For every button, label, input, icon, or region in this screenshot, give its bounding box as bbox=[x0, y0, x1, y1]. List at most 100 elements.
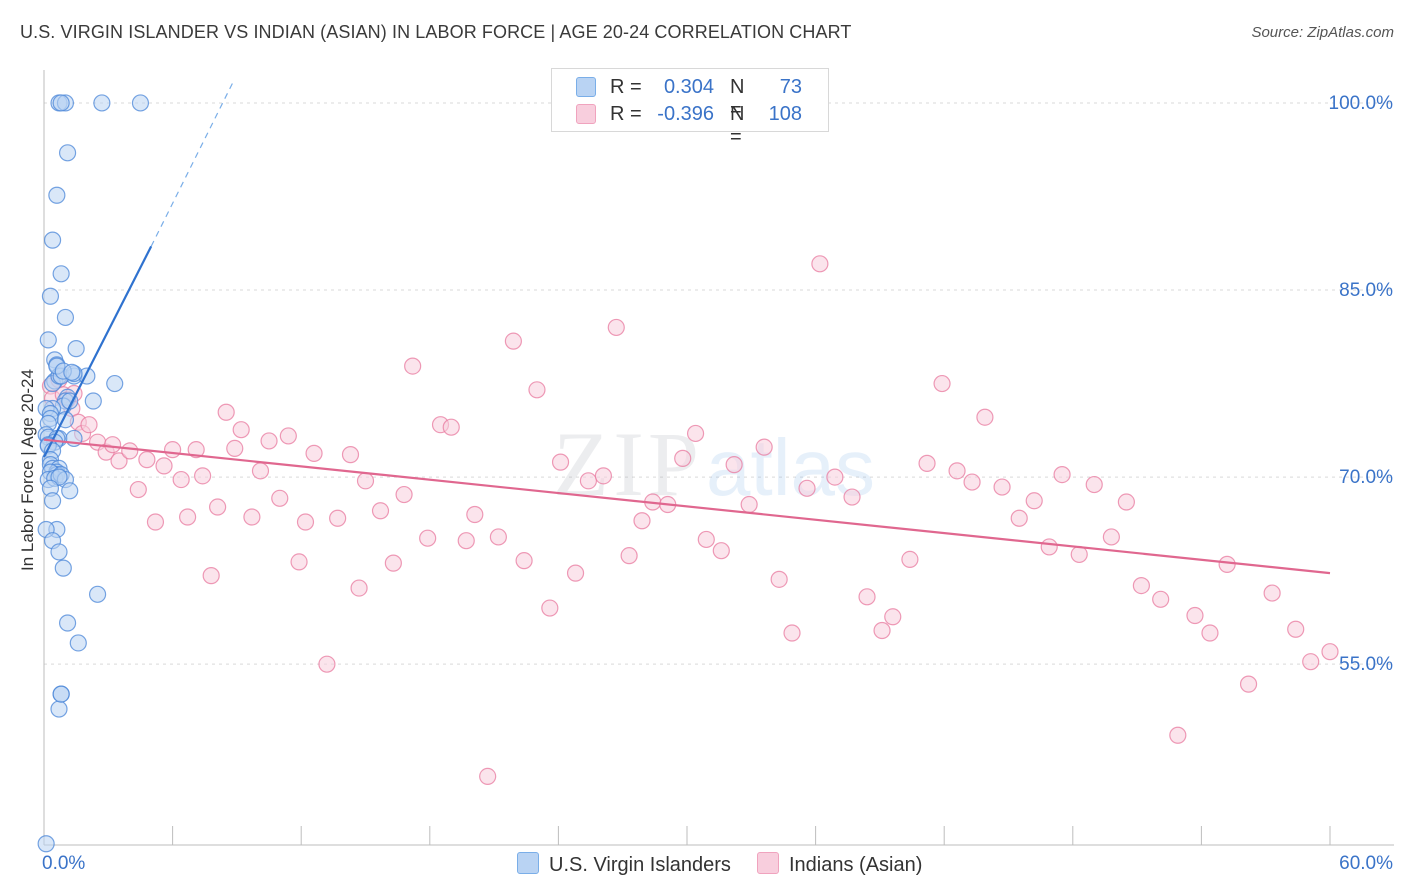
point-indians-asian bbox=[843, 488, 861, 506]
series-indians-asian bbox=[41, 255, 1339, 786]
point-indians-asian bbox=[551, 453, 570, 471]
point-indians-asian bbox=[296, 513, 315, 531]
point-us-virgin-islanders bbox=[50, 700, 68, 718]
point-indians-asian bbox=[976, 408, 994, 426]
point-indians-asian bbox=[442, 418, 460, 436]
point-indians-asian bbox=[172, 470, 190, 489]
point-indians-asian bbox=[798, 479, 816, 497]
correlation-legend: R = 0.304 N = 73 R = -0.396 N = 108 bbox=[551, 68, 829, 148]
point-indians-asian bbox=[217, 403, 235, 421]
series-legend-item-indians-asian: Indians (Asian) bbox=[757, 852, 922, 877]
point-indians-asian bbox=[918, 454, 936, 472]
point-indians-asian bbox=[371, 502, 390, 520]
legend-n-value: 73 bbox=[779, 76, 802, 98]
point-us-virgin-islanders bbox=[52, 94, 70, 112]
point-indians-asian bbox=[620, 547, 638, 565]
point-us-virgin-islanders bbox=[84, 392, 102, 410]
point-indians-asian bbox=[993, 478, 1011, 496]
point-us-virgin-islanders bbox=[63, 363, 81, 381]
point-indians-asian bbox=[318, 655, 336, 673]
point-indians-asian bbox=[129, 480, 147, 499]
point-us-virgin-islanders bbox=[61, 482, 79, 500]
point-indians-asian bbox=[566, 564, 585, 582]
point-indians-asian bbox=[873, 621, 891, 640]
point-indians-asian bbox=[209, 498, 227, 516]
legend-r-value: -0.396 bbox=[657, 103, 714, 125]
point-indians-asian bbox=[1201, 624, 1219, 642]
legend-r-value: 0.304 bbox=[663, 76, 714, 98]
y-axis-label: In Labor Force | Age 20-24 bbox=[18, 369, 37, 571]
point-indians-asian bbox=[1218, 555, 1236, 573]
point-us-virgin-islanders bbox=[56, 308, 75, 327]
source-label: Source: ZipAtlas.com bbox=[1251, 24, 1394, 41]
point-indians-asian bbox=[155, 457, 173, 475]
point-indians-asian bbox=[1010, 509, 1028, 527]
point-indians-asian bbox=[187, 441, 205, 459]
legend-n-label: N = bbox=[730, 76, 745, 121]
point-indians-asian bbox=[121, 442, 139, 460]
y-tick-label: 55.0% bbox=[1339, 654, 1393, 675]
point-indians-asian bbox=[884, 608, 902, 626]
point-indians-asian bbox=[341, 446, 360, 464]
tick-labels: 55.0% 70.0% 85.0% 100.0% 0.0% 60.0% bbox=[42, 93, 1393, 874]
point-indians-asian bbox=[515, 552, 533, 570]
series-legend-label: Indians (Asian) bbox=[789, 854, 923, 876]
point-indians-asian bbox=[202, 567, 220, 585]
point-indians-asian bbox=[607, 318, 625, 337]
point-us-virgin-islanders bbox=[131, 94, 150, 112]
point-indians-asian bbox=[243, 508, 261, 526]
point-us-virgin-islanders bbox=[39, 331, 57, 349]
series-legend-item-virgin-islanders: U.S. Virgin Islanders bbox=[517, 852, 731, 877]
y-tick-label: 100.0% bbox=[1329, 93, 1394, 114]
y-tick-label: 85.0% bbox=[1339, 280, 1393, 301]
legend-swatch-blue bbox=[576, 77, 596, 97]
legend-r-label: R = bbox=[610, 76, 642, 98]
trend-lines bbox=[43, 82, 1331, 575]
point-us-virgin-islanders bbox=[54, 559, 72, 577]
point-indians-asian bbox=[479, 767, 497, 786]
point-indians-asian bbox=[901, 550, 919, 569]
legend-n-value: 108 bbox=[768, 103, 802, 125]
grid-lines bbox=[44, 102, 1394, 665]
series-legend-swatch-pink bbox=[757, 852, 779, 874]
chart-title: U.S. VIRGIN ISLANDER VS INDIAN (ASIAN) I… bbox=[20, 22, 852, 42]
point-indians-asian bbox=[725, 456, 743, 474]
point-us-virgin-islanders bbox=[43, 231, 62, 249]
point-us-virgin-islanders bbox=[67, 340, 85, 358]
series-legend: U.S. Virgin Islanders Indians (Asian) bbox=[0, 852, 1406, 878]
point-indians-asian bbox=[251, 462, 270, 480]
point-indians-asian bbox=[1239, 675, 1258, 693]
point-indians-asian bbox=[194, 467, 212, 485]
point-indians-asian bbox=[80, 416, 98, 434]
point-us-virgin-islanders bbox=[58, 614, 77, 632]
point-us-virgin-islanders bbox=[50, 543, 68, 561]
point-indians-asian bbox=[1102, 528, 1120, 546]
trend-line-indians-asian bbox=[43, 438, 1331, 575]
x-tick-label: 60.0% bbox=[1339, 853, 1393, 874]
point-indians-asian bbox=[740, 495, 758, 514]
point-indians-asian bbox=[948, 462, 966, 480]
point-indians-asian bbox=[466, 505, 484, 524]
point-indians-asian bbox=[541, 599, 559, 617]
point-us-virgin-islanders bbox=[52, 265, 70, 283]
x-tick-label: 0.0% bbox=[42, 853, 85, 874]
point-indians-asian bbox=[1169, 726, 1187, 744]
point-indians-asian bbox=[1053, 465, 1071, 484]
point-us-virgin-islanders bbox=[93, 94, 111, 112]
point-indians-asian bbox=[528, 381, 546, 399]
point-indians-asian bbox=[783, 624, 801, 642]
trend-line-us-virgin-islanders bbox=[43, 245, 153, 458]
series-legend-swatch-blue bbox=[517, 852, 539, 874]
point-indians-asian bbox=[858, 588, 876, 606]
point-indians-asian bbox=[755, 438, 773, 456]
watermark-zip: ZIP bbox=[553, 413, 703, 515]
watermark: ZIP atlas bbox=[553, 413, 875, 515]
point-indians-asian bbox=[712, 542, 730, 560]
y-tick-label: 70.0% bbox=[1339, 467, 1393, 488]
point-indians-asian bbox=[1321, 643, 1339, 661]
point-indians-asian bbox=[1040, 538, 1058, 556]
trend-line-extension-us-virgin-islanders bbox=[150, 82, 234, 247]
point-us-virgin-islanders bbox=[69, 634, 87, 652]
point-indians-asian bbox=[1132, 576, 1150, 595]
point-indians-asian bbox=[770, 570, 788, 588]
